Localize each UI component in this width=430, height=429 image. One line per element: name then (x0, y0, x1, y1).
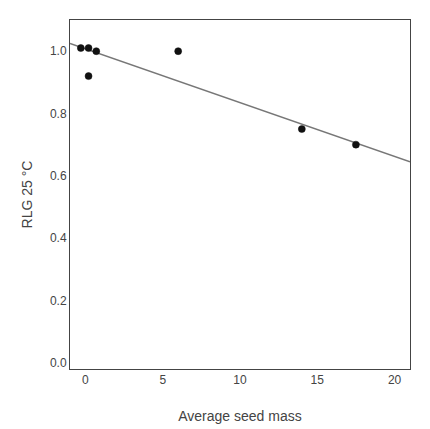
svg-text:Average seed mass: Average seed mass (178, 408, 301, 424)
svg-text:0.6: 0.6 (50, 169, 67, 183)
svg-text:1.0: 1.0 (50, 44, 67, 58)
svg-text:0.0: 0.0 (50, 356, 67, 370)
svg-text:0.8: 0.8 (50, 107, 67, 121)
svg-text:15: 15 (311, 373, 325, 387)
svg-text:0.2: 0.2 (50, 294, 67, 308)
svg-text:0.4: 0.4 (50, 231, 67, 245)
svg-text:0: 0 (82, 373, 89, 387)
svg-text:5: 5 (159, 373, 166, 387)
svg-text:20: 20 (388, 373, 402, 387)
svg-text:RLG 25 °C: RLG 25 °C (19, 161, 35, 229)
svg-text:10: 10 (233, 373, 247, 387)
